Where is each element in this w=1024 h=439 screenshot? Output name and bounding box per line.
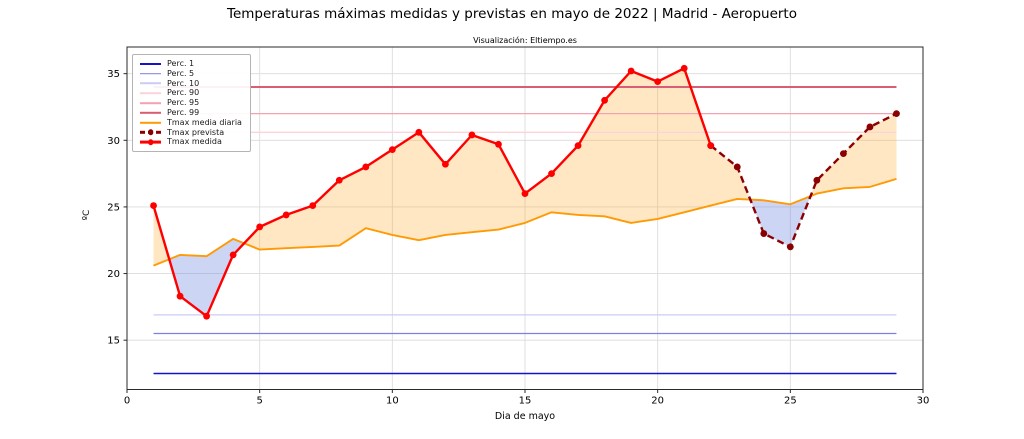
legend-item: Tmax medida <box>140 137 242 147</box>
data-point-marker <box>654 78 662 86</box>
legend-line-swatch <box>140 70 161 78</box>
data-point-marker <box>813 176 821 184</box>
legend-line-swatch <box>140 109 161 117</box>
legend-item-label: Perc. 10 <box>167 78 200 88</box>
data-point-marker <box>203 312 211 320</box>
x-tick-label: 20 <box>651 396 664 407</box>
y-tick-label: 25 <box>107 202 120 213</box>
legend-item-label: Perc. 90 <box>167 88 200 98</box>
fill-above-region <box>244 68 751 250</box>
legend-line-swatch <box>140 79 161 87</box>
chart-subtitle: Visualización: Eltiempo.es <box>473 36 577 45</box>
data-point-marker <box>760 230 768 237</box>
legend-marker-dot <box>147 129 154 136</box>
fill-above-region <box>810 113 897 197</box>
y-tick-label: 35 <box>107 69 120 80</box>
legend-line-swatch <box>140 119 161 127</box>
legend-item: Perc. 10 <box>140 79 242 89</box>
legend-line-swatch <box>140 89 161 97</box>
data-point-marker <box>468 131 476 139</box>
data-point-marker <box>282 211 290 219</box>
data-point-marker <box>707 142 715 150</box>
data-point-marker <box>309 202 317 209</box>
x-tick-label: 25 <box>784 396 797 407</box>
data-point-marker <box>733 163 741 171</box>
legend-item-label: Perc. 5 <box>167 68 195 78</box>
data-point-marker <box>176 292 184 300</box>
data-point-marker <box>415 128 423 136</box>
legend-item-label: Perc. 99 <box>167 107 200 117</box>
chart-legend: Perc. 1 Perc. 5 Perc. 10 Perc. 90 Perc. 95 Pe… <box>132 54 251 153</box>
data-point-marker <box>866 123 874 131</box>
data-point-marker <box>893 110 900 118</box>
legend-item-label: Tmax prevista <box>167 127 225 137</box>
legend-item-label: Tmax medida <box>167 137 222 147</box>
data-point-marker <box>786 243 794 251</box>
tmax-medida-line <box>152 67 712 318</box>
x-tick-label: 30 <box>917 396 930 407</box>
legend-item: Tmax prevista <box>140 128 242 138</box>
data-point-marker <box>150 202 157 209</box>
x-tick-label: 15 <box>519 396 532 407</box>
legend-line-swatch <box>140 128 161 136</box>
legend-item-label: Perc. 1 <box>167 59 195 68</box>
data-point-marker <box>680 64 688 72</box>
chart-title: Temperaturas máximas medidas y previstas… <box>227 6 797 22</box>
data-point-marker <box>388 146 396 154</box>
legend-item: Perc. 1 <box>140 59 242 69</box>
fill-below-region <box>169 238 245 317</box>
legend-item: Perc. 95 <box>140 98 242 108</box>
x-tick-label: 0 <box>124 396 130 407</box>
data-point-marker <box>442 160 449 168</box>
x-tick-label: 5 <box>256 396 262 407</box>
data-point-marker <box>229 251 237 259</box>
legend-line-swatch <box>140 60 161 68</box>
data-point-marker <box>601 96 608 104</box>
data-point-marker <box>256 223 264 231</box>
legend-line-swatch <box>140 138 161 146</box>
data-point-marker <box>521 190 529 197</box>
y-tick-label: 30 <box>107 136 120 147</box>
tmax-prevista-line <box>709 112 898 249</box>
y-axis-label: ºC <box>82 209 92 221</box>
x-axis-label: Dia de mayo <box>494 411 556 422</box>
legend-line-swatch <box>140 99 161 107</box>
legend-item: Perc. 90 <box>140 88 242 98</box>
data-point-marker <box>362 163 370 171</box>
tmax-media-line <box>153 177 897 267</box>
x-tick-label: 10 <box>386 396 399 407</box>
data-point-marker <box>574 142 582 150</box>
data-point-marker <box>335 176 343 184</box>
y-tick-label: 20 <box>107 269 120 280</box>
legend-item: Perc. 99 <box>140 108 242 118</box>
data-point-marker <box>548 170 555 178</box>
legend-item-label: Tmax media diaria <box>167 117 242 127</box>
data-point-marker <box>495 140 502 148</box>
data-point-marker <box>627 67 635 75</box>
legend-marker-dot <box>147 139 154 146</box>
legend-item: Tmax media diaria <box>140 118 242 128</box>
legend-item: Perc. 5 <box>140 69 242 79</box>
data-point-marker <box>840 150 847 158</box>
y-tick-label: 15 <box>107 336 120 347</box>
legend-item-label: Perc. 95 <box>167 98 200 108</box>
